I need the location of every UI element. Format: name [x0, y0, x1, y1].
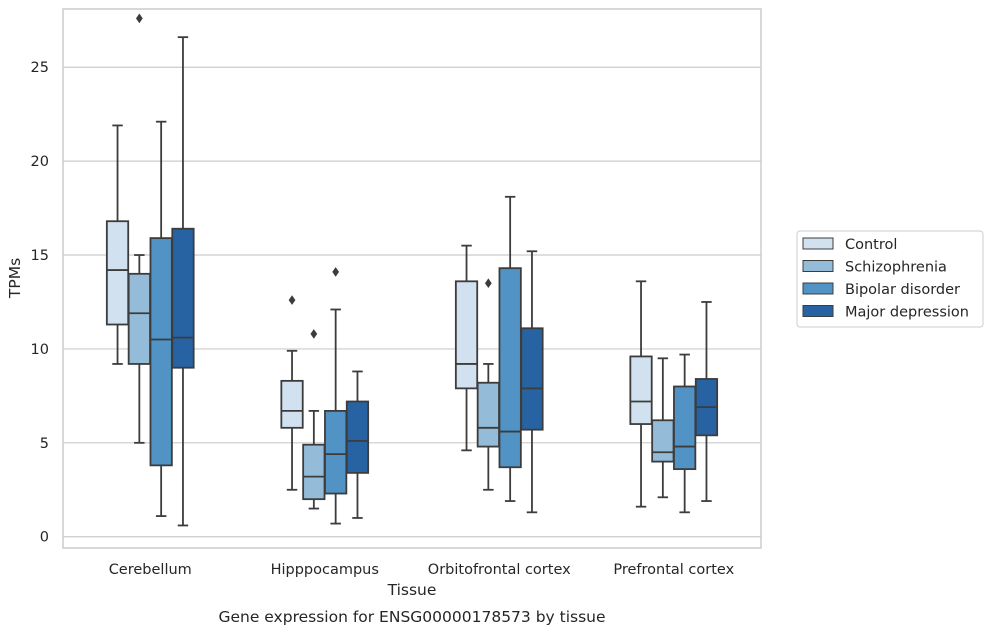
box-body — [454, 280, 479, 390]
y-tick-label: 25 — [31, 60, 49, 76]
legend-label: Bipolar disorder — [845, 282, 960, 298]
x-axis-label: Tissue — [387, 581, 437, 599]
legend-swatch — [802, 260, 834, 272]
box-major-depression — [171, 36, 195, 527]
box-schizophrenia — [302, 329, 326, 510]
legend-swatch — [802, 305, 834, 317]
plot-frame — [62, 8, 762, 549]
box-body — [673, 385, 697, 471]
box-schizophrenia — [651, 357, 675, 499]
legend-frame — [796, 230, 984, 328]
box-schizophrenia — [476, 278, 500, 491]
y-tick-label: 0 — [40, 530, 49, 546]
x-tick-label: Hipppocampus — [271, 562, 379, 578]
chart-caption: Gene expression for ENSG00000178573 by t… — [218, 608, 605, 626]
box-schizophrenia — [127, 13, 151, 444]
box-bipolar-disorder — [673, 353, 697, 514]
legend-label: Control — [845, 237, 897, 253]
box-control — [105, 124, 130, 365]
x-tick-label: Prefrontal cortex — [613, 562, 734, 578]
legend-swatch — [802, 282, 834, 295]
outlier-point — [288, 295, 296, 305]
y-tick-label: 15 — [31, 248, 49, 264]
box-groups — [105, 13, 719, 527]
box-body — [149, 237, 173, 467]
x-tick-label: Orbitofrontal cortex — [428, 562, 571, 578]
box-body — [345, 400, 370, 474]
box-major-depression — [345, 370, 370, 519]
box-bipolar-disorder — [498, 195, 522, 502]
box-control — [629, 280, 653, 508]
y-tick-labels: 0 5 10 15 20 25 — [31, 60, 49, 546]
box-body — [280, 379, 304, 429]
box-body — [651, 419, 675, 463]
y-tick-label: 20 — [31, 154, 49, 170]
legend-label: Major depression — [845, 305, 969, 321]
box-bipolar-disorder — [149, 120, 173, 517]
box-body — [171, 227, 195, 369]
box-major-depression — [694, 301, 719, 502]
outlier-point — [484, 278, 492, 289]
outlier-point — [135, 13, 143, 24]
x-tick-label: Cerebellum — [109, 562, 192, 578]
box-control — [454, 244, 479, 452]
y-tick-label: 10 — [31, 342, 49, 358]
box-body — [498, 267, 522, 469]
y-tick-label: 5 — [40, 436, 49, 452]
box-body — [476, 381, 500, 448]
legend-swatch — [802, 237, 834, 250]
box-bipolar-disorder — [324, 267, 348, 525]
x-tick-labels: Cerebellum Hipppocampus Orbitofrontal cort… — [109, 562, 735, 578]
outlier-point — [310, 329, 318, 339]
box-body — [324, 410, 348, 495]
box-body — [302, 443, 326, 501]
box-major-depression — [520, 250, 544, 514]
legend-label: Schizophrenia — [845, 260, 947, 276]
box-control — [280, 295, 304, 491]
outlier-point — [332, 267, 340, 277]
y-axis-label: TPMs — [6, 258, 24, 299]
box-body — [127, 272, 151, 365]
box-body — [629, 355, 653, 425]
legend: Control Schizophrenia Bipolar disorder Majo… — [796, 230, 984, 328]
box-body — [105, 220, 130, 326]
box-body — [520, 327, 544, 431]
